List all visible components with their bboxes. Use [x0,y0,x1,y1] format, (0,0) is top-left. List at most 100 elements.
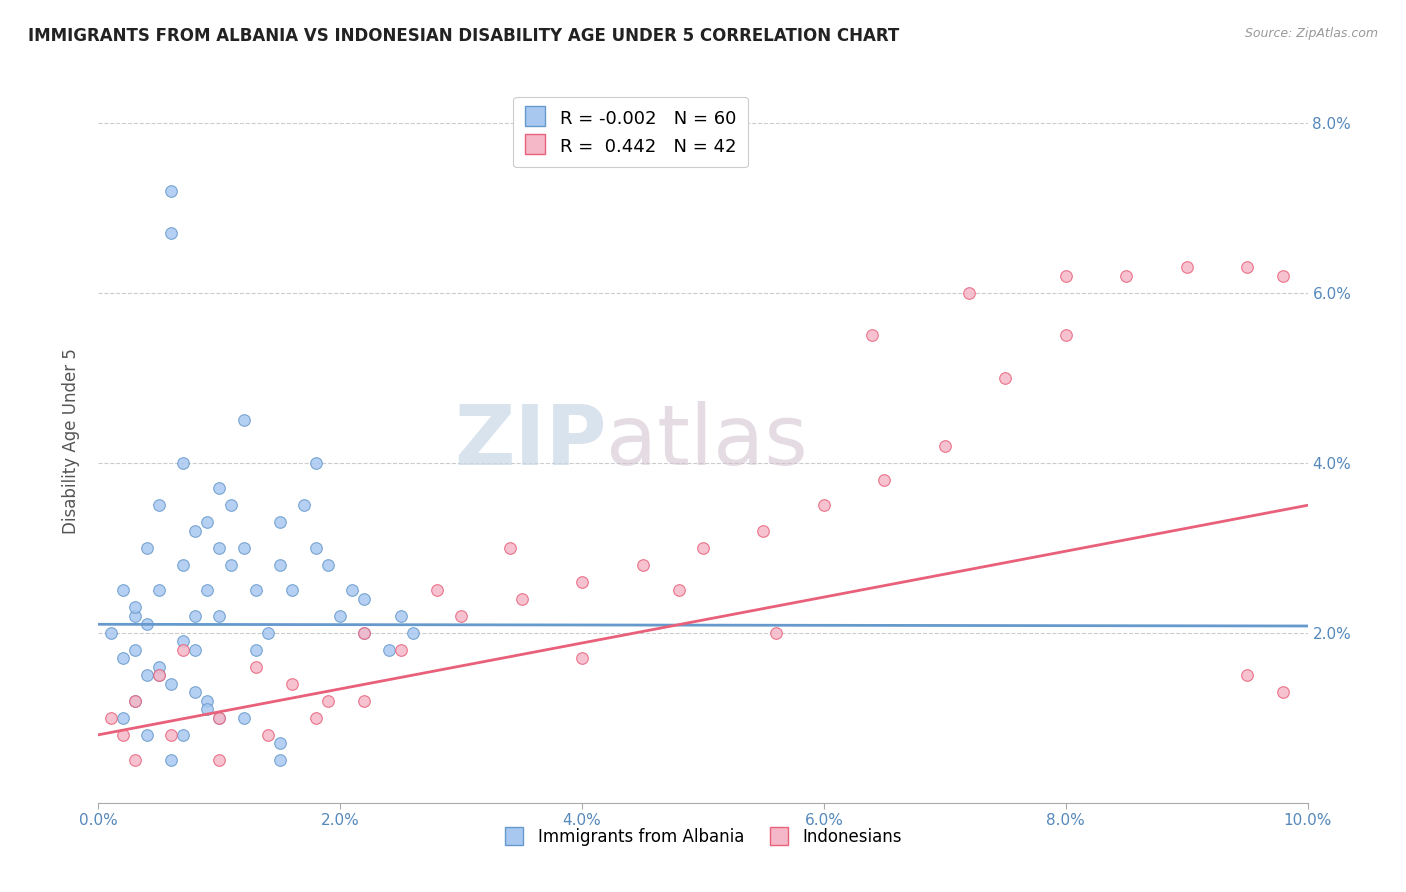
Point [100,711,122,725]
Legend: Immigrants from Albania, Indonesians: Immigrants from Albania, Indonesians [498,821,908,852]
Point [245,642,267,657]
Point [269,753,291,767]
Point [172,456,194,470]
Point [195,694,218,708]
Point [208,753,231,767]
Point [208,711,231,725]
Point [269,558,291,572]
Point [389,608,412,623]
Point [111,728,134,742]
Point [184,685,207,699]
Point [124,694,146,708]
Text: IMMIGRANTS FROM ALBANIA VS INDONESIAN DISABILITY AGE UNDER 5 CORRELATION CHART: IMMIGRANTS FROM ALBANIA VS INDONESIAN DI… [28,27,900,45]
Point [571,651,593,665]
Point [1272,685,1295,699]
Point [135,541,157,555]
Point [221,558,243,572]
Point [172,642,194,657]
Point [160,184,183,198]
Point [389,642,412,657]
Point [208,481,231,495]
Point [353,591,375,606]
Point [692,541,714,555]
Point [111,711,134,725]
Point [245,583,267,598]
Point [172,634,194,648]
Point [111,651,134,665]
Point [281,583,304,598]
Point [221,498,243,512]
Point [232,413,254,427]
Point [329,608,352,623]
Point [269,516,291,530]
Point [426,583,449,598]
Point [1236,668,1258,682]
Point [353,694,375,708]
Point [571,574,593,589]
Point [135,728,157,742]
Point [256,625,278,640]
Y-axis label: Disability Age Under 5: Disability Age Under 5 [62,349,80,534]
Point [172,558,194,572]
Point [160,227,183,241]
Point [208,541,231,555]
Point [135,617,157,632]
Point [1115,268,1137,283]
Point [208,608,231,623]
Point [195,516,218,530]
Point [402,625,425,640]
Point [668,583,690,598]
Point [377,642,399,657]
Point [148,498,170,512]
Point [160,728,183,742]
Point [752,524,775,538]
Point [160,677,183,691]
Point [1236,260,1258,275]
Point [148,583,170,598]
Text: ZIP: ZIP [454,401,606,482]
Point [195,702,218,716]
Point [100,625,122,640]
Point [148,668,170,682]
Point [148,668,170,682]
Point [353,625,375,640]
Point [1054,328,1077,343]
Point [124,753,146,767]
Point [316,694,339,708]
Point [305,541,328,555]
Point [292,498,315,512]
Text: atlas: atlas [606,401,808,482]
Point [135,668,157,682]
Point [994,371,1017,385]
Point [316,558,339,572]
Point [124,694,146,708]
Point [184,642,207,657]
Point [124,600,146,615]
Point [232,541,254,555]
Point [184,524,207,538]
Point [1054,268,1077,283]
Point [765,625,787,640]
Point [232,711,254,725]
Text: Source: ZipAtlas.com: Source: ZipAtlas.com [1244,27,1378,40]
Point [510,591,533,606]
Point [498,541,520,555]
Point [269,736,291,750]
Point [195,583,218,598]
Point [957,285,980,300]
Point [631,558,654,572]
Point [184,608,207,623]
Point [860,328,883,343]
Point [934,439,956,453]
Point [208,711,231,725]
Point [342,583,364,598]
Point [148,660,170,674]
Point [450,608,472,623]
Point [124,642,146,657]
Point [813,498,835,512]
Point [124,608,146,623]
Point [172,728,194,742]
Point [305,711,328,725]
Point [1272,268,1295,283]
Point [245,660,267,674]
